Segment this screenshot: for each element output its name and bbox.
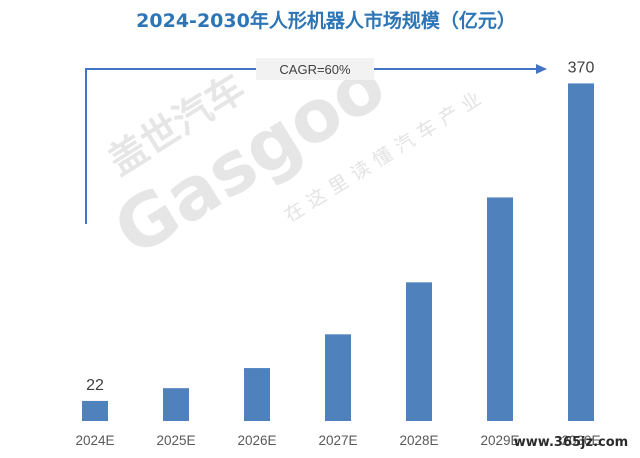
data-labels: 22 370	[86, 59, 594, 394]
x-tick-label-2028E: 2028E	[399, 433, 438, 448]
x-tick-label-2030E: 2030E	[561, 433, 600, 448]
cagr-arrowhead	[536, 64, 547, 74]
x-tick-label-2026E: 2026E	[237, 433, 276, 448]
bar-2029E	[487, 197, 513, 421]
x-tick-label-2027E: 2027E	[318, 433, 357, 448]
bar-2024E	[82, 400, 108, 421]
cagr-label-box	[256, 58, 374, 80]
bars	[82, 83, 594, 422]
data-label-2030E: 370	[568, 59, 595, 76]
chart-title: 2024-2030年人形机器人市场规模（亿元）	[136, 9, 516, 32]
data-label-2024E: 22	[86, 377, 104, 394]
bar-2028E	[406, 282, 432, 421]
bar-2027E	[325, 334, 351, 421]
cagr-arrow	[85, 68, 537, 224]
bar-2026E	[244, 368, 270, 421]
bar-2025E	[163, 388, 189, 421]
x-tick-label-2025E: 2025E	[156, 433, 195, 448]
cagr-label: CAGR=60%	[279, 62, 351, 77]
x-axis-ticks: 2024E 2025E 2026E 2027E 2028E 2029E 2030E	[75, 433, 600, 448]
x-tick-label-2024E: 2024E	[75, 433, 114, 448]
x-tick-label-2029E: 2029E	[480, 433, 519, 448]
bar-2030E	[568, 83, 594, 422]
cagr-annotation: CAGR=60%	[85, 58, 547, 224]
watermark: Gasgoo 盖世汽车 在这里读懂汽车产业	[99, 42, 490, 273]
site-watermark: www.365jz.com	[514, 435, 628, 450]
